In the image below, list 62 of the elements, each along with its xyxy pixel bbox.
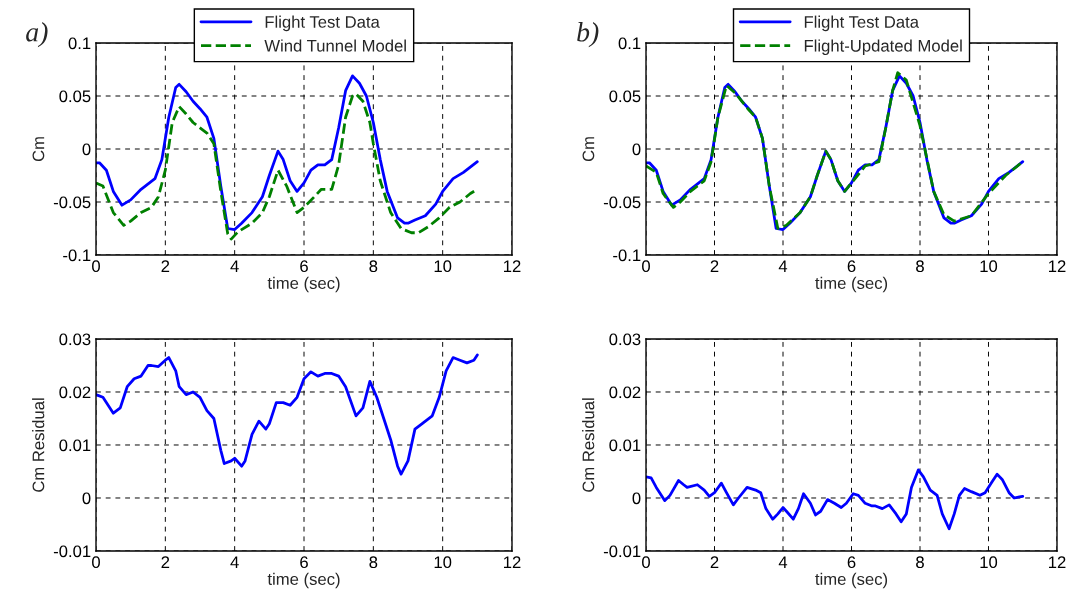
y-tick-label: 0.01 [59,439,91,452]
x-tick-label: 0 [92,556,100,569]
y-tick-label: -0.05 [603,196,641,209]
y-tick-label: 0.05 [59,90,91,103]
x-tick-label: 6 [300,556,308,569]
y-tick-label: 0.03 [609,333,641,346]
y-tick-label: -0.01 [53,545,91,558]
x-tick-label: 0 [642,556,650,569]
x-tick-label: 0 [642,260,650,273]
x-tick-label: 4 [778,556,788,568]
x-tick-label: 12 [504,556,521,568]
y-tick-label: 0.03 [59,333,91,346]
y-tick-label: 0 [82,492,91,505]
text: b) [577,22,599,48]
y-tick-label: -0.05 [53,196,91,209]
y-tick-label: 0.02 [609,386,641,399]
y-tick-label: 0 [82,143,91,156]
y-axis-title: Cm [582,137,595,162]
y-tick-label: 0.1 [618,37,641,50]
x-tick-label: 2 [161,556,170,568]
y-tick-label: -0.01 [603,545,641,558]
x-tick-label: 10 [434,260,452,273]
x-tick-label: 4 [778,260,788,272]
x-tick-label: 12 [1049,556,1066,568]
y-tick-label: 0.05 [609,90,641,103]
x-axis-title: time (sec) [267,276,340,293]
x-tick-label: 2 [710,556,719,568]
y-tick-label: -0.1 [63,249,91,262]
text: a) [26,22,48,48]
y-tick-label: 0.02 [59,386,91,399]
x-tick-label: 4 [230,260,239,272]
y-axis-title: Cm [32,137,45,162]
y-axis-title: Cm Residual [32,398,45,492]
x-tick-label: 6 [300,260,308,273]
legend-label: Flight Test Data [804,15,919,32]
legend-label: Flight-Updated Model [804,39,962,56]
x-tick-label: 8 [916,260,924,273]
x-axis-title: time (sec) [267,572,340,589]
y-tick-label: 0.01 [609,439,641,452]
x-tick-label: 8 [369,260,378,273]
y-axis-title: Cm Residual [582,398,595,492]
x-tick-label: 2 [710,260,719,272]
x-tick-label: 12 [1049,260,1066,272]
x-tick-label: 8 [916,556,924,569]
y-tick-label: 0 [632,143,641,156]
x-tick-label: 8 [369,556,378,569]
x-tick-label: 4 [230,556,239,568]
y-tick-label: -0.1 [613,249,641,262]
x-tick-label: 10 [434,556,452,569]
x-tick-label: 6 [847,260,856,273]
y-tick-label: 0 [632,492,641,505]
y-tick-label: 0.1 [68,37,91,50]
legend-label: Flight Test Data [265,15,380,32]
x-tick-label: 10 [980,260,998,273]
x-tick-label: 2 [161,260,170,272]
x-axis-title: time (sec) [815,276,888,293]
x-tick-label: 6 [847,556,856,569]
x-axis-title: time (sec) [815,572,888,589]
x-tick-label: 12 [504,260,521,272]
x-tick-label: 0 [92,260,100,273]
legend-label: Wind Tunnel Model [264,39,406,52]
x-tick-label: 10 [980,556,998,569]
